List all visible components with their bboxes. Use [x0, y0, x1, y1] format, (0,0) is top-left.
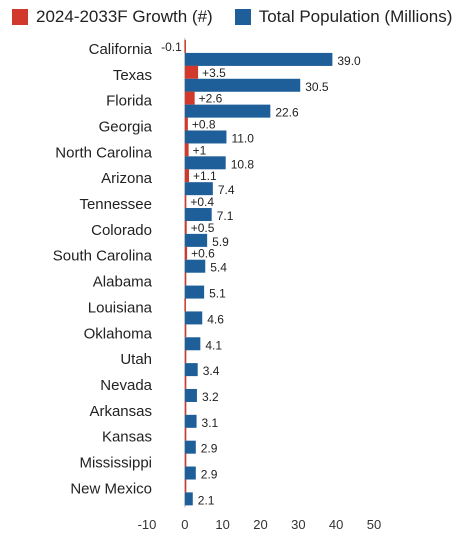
population-bar-south-carolina: [184, 259, 206, 273]
x-tick-label-10: 10: [215, 517, 229, 532]
growth-bar-north-carolina: [184, 143, 189, 157]
growth-bar-california: [184, 39, 186, 53]
growth-value-label-georgia: +0.8: [192, 117, 216, 131]
population-bar-nevada: [184, 388, 197, 402]
category-label-louisiana: Louisiana: [88, 299, 153, 316]
category-label-arkansas: Arkansas: [89, 403, 152, 420]
category-label-mississippi: Mississippi: [79, 455, 152, 472]
population-bar-louisiana: [184, 311, 203, 325]
category-label-kansas: Kansas: [102, 429, 152, 446]
population-bar-arkansas: [184, 414, 197, 428]
legend-label-population: Total Population (Millions): [258, 7, 453, 26]
growth-bar-south-carolina: [184, 246, 188, 260]
population-value-label-arkansas: 3.1: [202, 416, 219, 430]
growth-value-label-north-carolina: +1: [193, 143, 207, 157]
legend-item-population: Total Population (Millions): [234, 7, 453, 27]
x-tick-label-0: 0: [181, 517, 188, 532]
population-value-label-arizona: 7.4: [218, 183, 235, 197]
population-value-label-south-carolina: 5.4: [210, 261, 227, 275]
growth-bar-kansas: [184, 427, 187, 441]
growth-bar-utah: [184, 350, 187, 364]
legend-item-growth: 2024-2033F Growth (#): [12, 7, 213, 27]
chart-legend: 2024-2033F Growth (#) Total Population (…: [12, 5, 474, 29]
growth-value-label-florida: +2.6: [199, 92, 223, 106]
population-bar-colorado: [184, 233, 208, 247]
category-label-california: California: [89, 41, 153, 58]
growth-bar-oklahoma: [184, 324, 187, 338]
population-bar-florida: [184, 104, 271, 118]
population-bar-georgia: [184, 130, 227, 144]
growth-bar-arkansas: [184, 401, 187, 415]
category-label-arizona: Arizona: [101, 170, 153, 187]
growth-bar-alabama: [184, 272, 187, 286]
category-label-new-mexico: New Mexico: [70, 480, 152, 497]
population-value-label-kansas: 2.9: [201, 442, 218, 456]
category-label-georgia: Georgia: [99, 118, 153, 135]
population-bar-utah: [184, 363, 198, 377]
population-bar-oklahoma: [184, 337, 201, 351]
growth-bar-nevada: [184, 375, 187, 389]
growth-bar-colorado: [184, 220, 187, 234]
population-value-label-mississippi: 2.9: [201, 468, 218, 482]
category-label-florida: Florida: [106, 93, 153, 110]
growth-bar-louisiana: [184, 298, 186, 312]
growth-bar-new-mexico: [184, 479, 187, 493]
growth-value-label-california: -0.1: [161, 40, 182, 54]
category-label-south-carolina: South Carolina: [53, 248, 153, 265]
category-label-nevada: Nevada: [100, 377, 152, 394]
growth-bar-texas: [184, 65, 199, 79]
category-label-tennessee: Tennessee: [79, 196, 152, 213]
population-bar-kansas: [184, 440, 196, 454]
legend-swatch-growth: [12, 9, 28, 25]
population-value-label-north-carolina: 10.8: [231, 157, 255, 171]
category-label-utah: Utah: [120, 351, 152, 368]
x-tick-label-neg10: -10: [138, 517, 157, 532]
growth-bar-florida: [184, 91, 195, 105]
category-label-colorado: Colorado: [91, 222, 152, 239]
population-bar-mississippi: [184, 466, 196, 480]
x-tick-label-50: 50: [367, 517, 381, 532]
x-tick-label-40: 40: [329, 517, 343, 532]
population-value-label-oklahoma: 4.1: [205, 338, 222, 352]
population-value-label-new-mexico: 2.1: [198, 493, 215, 507]
growth-bar-georgia: [184, 117, 188, 131]
growth-bar-mississippi: [184, 453, 187, 467]
population-value-label-louisiana: 4.6: [207, 312, 224, 326]
growth-value-label-arizona: +1.1: [193, 169, 217, 183]
x-tick-label-30: 30: [291, 517, 305, 532]
population-bar-north-carolina: [184, 156, 226, 170]
category-label-texas: Texas: [113, 67, 152, 84]
legend-swatch-population: [234, 9, 251, 25]
population-value-label-georgia: 11.0: [231, 131, 254, 145]
population-bar-new-mexico: [184, 492, 193, 506]
growth-bar-arizona: [184, 169, 189, 183]
population-bar-california: [184, 52, 333, 66]
growth-value-label-south-carolina: +0.6: [191, 247, 215, 261]
population-value-label-nevada: 3.2: [202, 390, 219, 404]
legend-label-growth: 2024-2033F Growth (#): [36, 7, 213, 26]
population-value-label-utah: 3.4: [203, 364, 220, 378]
category-label-alabama: Alabama: [93, 274, 153, 291]
population-value-label-texas: 30.5: [305, 80, 329, 94]
population-value-label-colorado: 5.9: [212, 235, 229, 249]
population-value-label-california: 39.0: [337, 54, 361, 68]
population-bar-texas: [184, 78, 301, 92]
x-tick-label-20: 20: [253, 517, 267, 532]
growth-value-label-colorado: +0.5: [191, 221, 215, 235]
population-bar-tennessee: [184, 208, 212, 222]
category-label-oklahoma: Oklahoma: [84, 325, 153, 342]
growth-bar-tennessee: [184, 195, 187, 209]
population-bar-alabama: [184, 285, 205, 299]
growth-value-label-texas: +3.5: [202, 66, 226, 80]
population-bar-arizona: [184, 182, 213, 196]
category-label-north-carolina: North Carolina: [55, 144, 152, 161]
population-value-label-tennessee: 7.1: [217, 209, 234, 223]
growth-value-label-tennessee: +0.4: [190, 195, 214, 209]
population-value-label-florida: 22.6: [275, 106, 299, 120]
population-value-label-alabama: 5.1: [209, 287, 226, 301]
